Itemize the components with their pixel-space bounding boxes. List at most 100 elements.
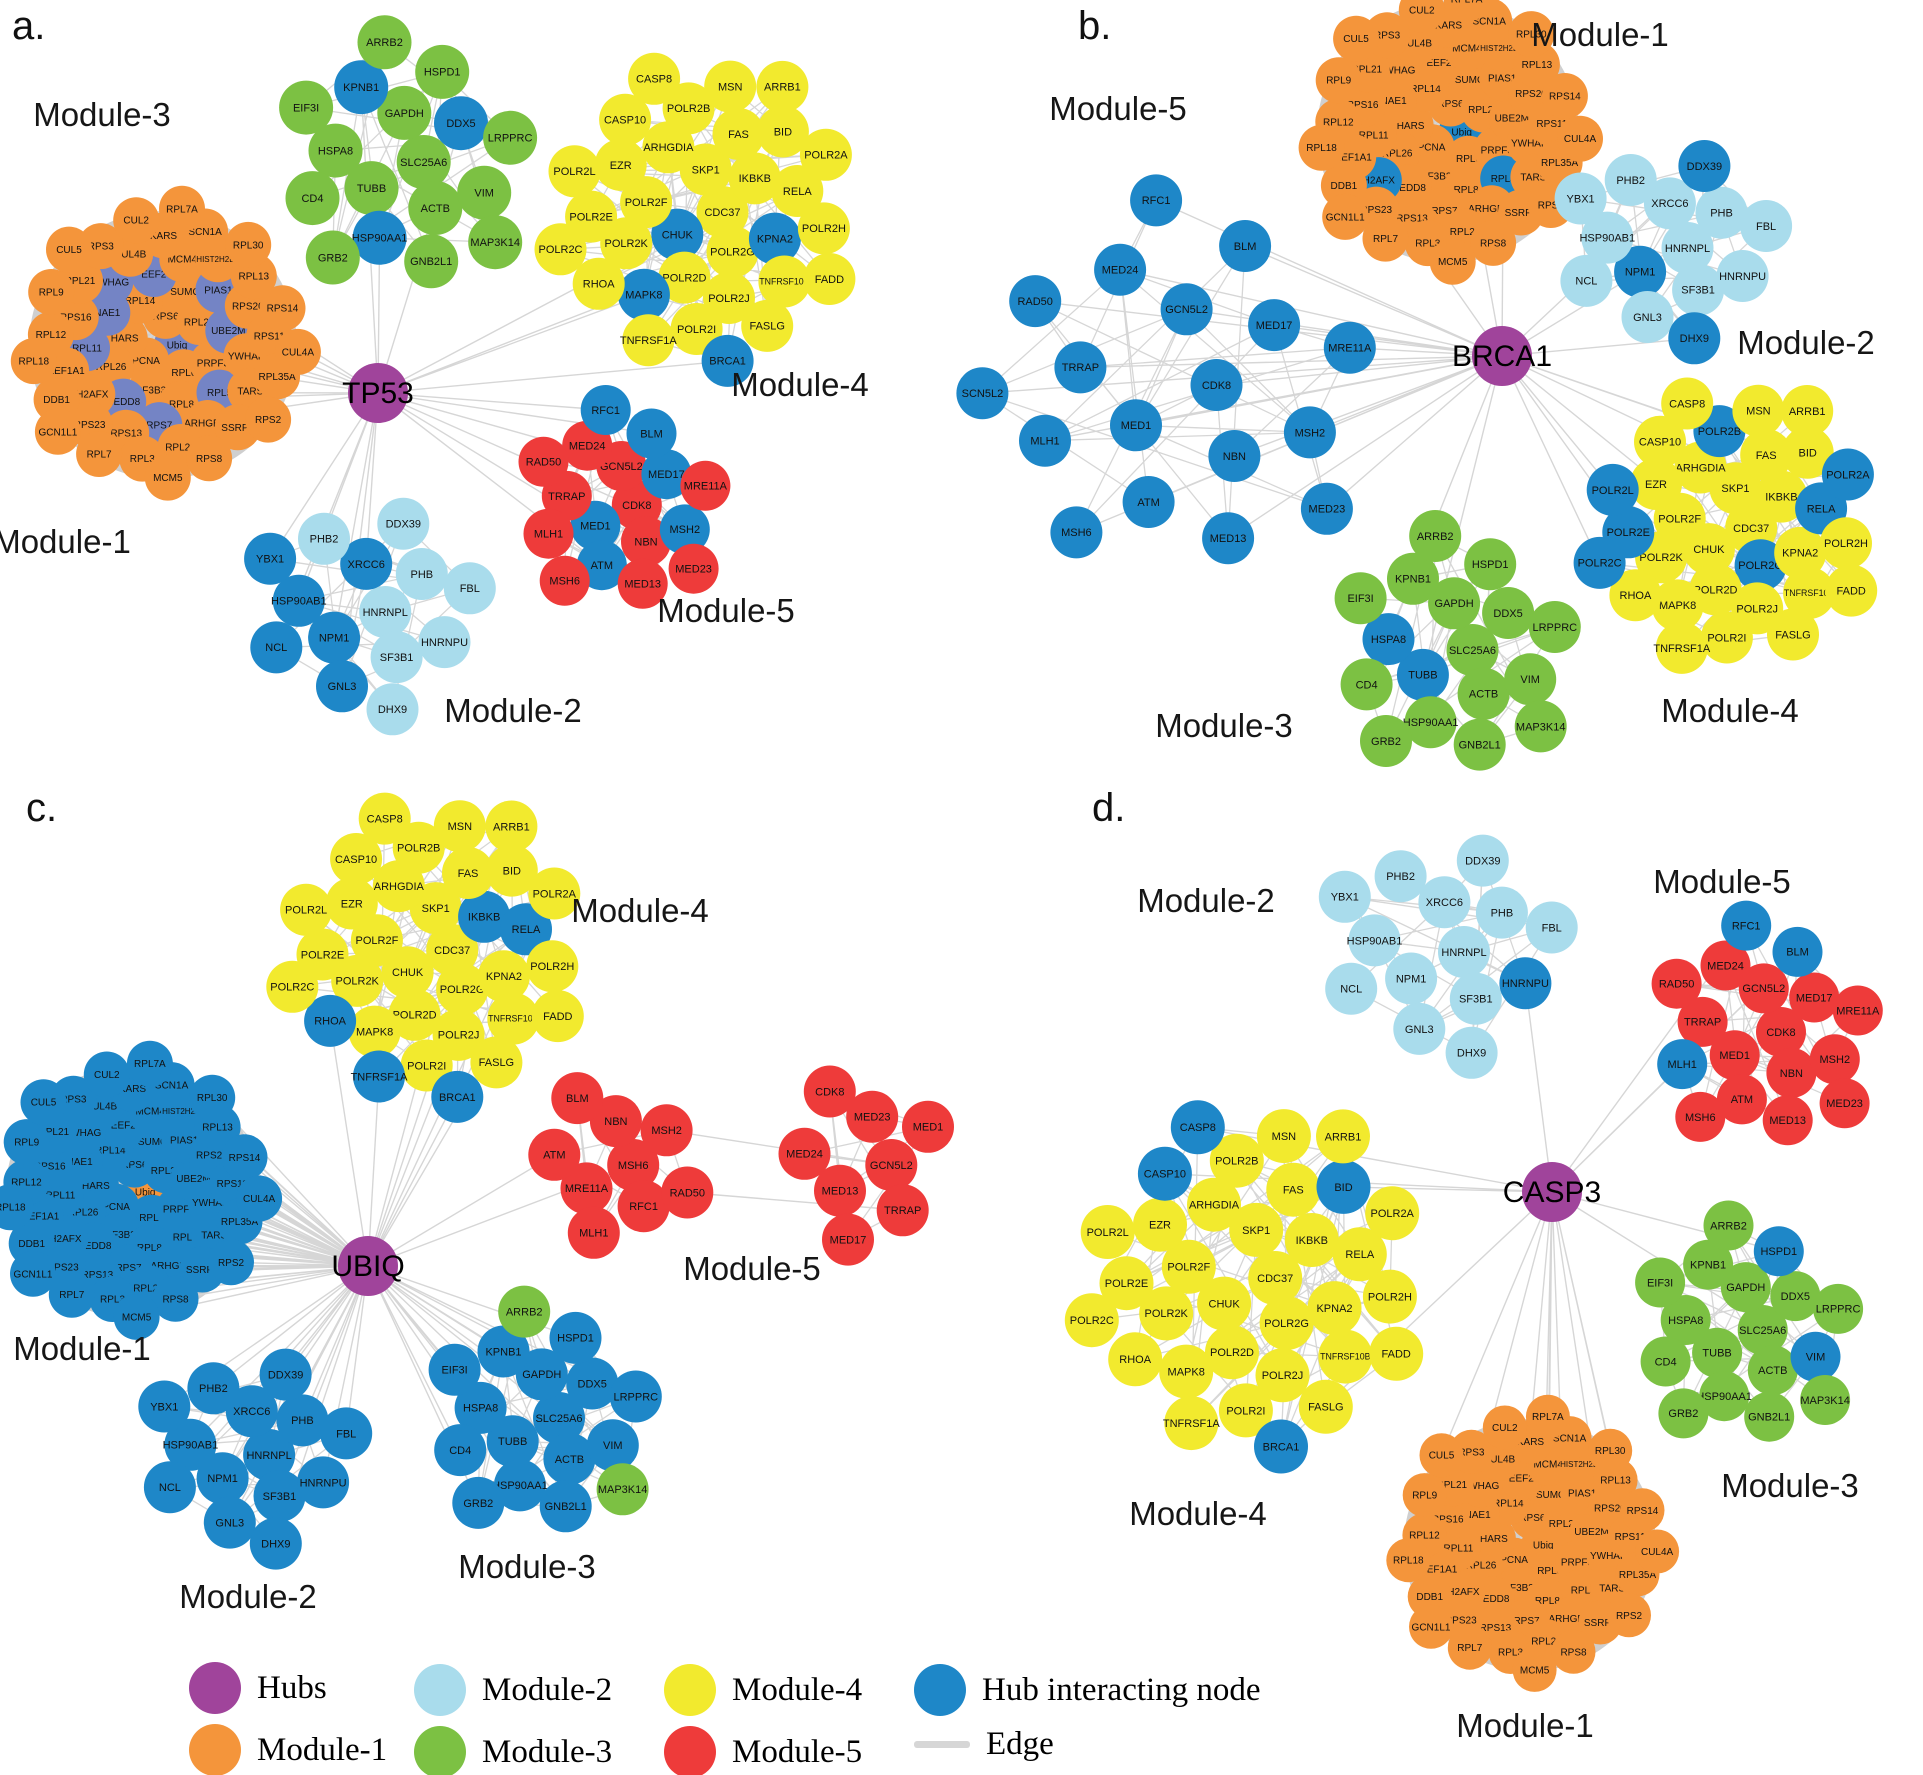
node-RPL9: RPL9	[3, 1119, 50, 1166]
svg-text:CUL2: CUL2	[94, 1070, 120, 1081]
svg-text:RPL8: RPL8	[1454, 185, 1479, 196]
svg-text:RPS8: RPS8	[196, 454, 223, 465]
svg-text:HSP90AA1: HSP90AA1	[492, 1480, 548, 1492]
svg-text:MRE11A: MRE11A	[565, 1183, 609, 1195]
node-KPNB1: KPNB1	[1387, 552, 1439, 605]
svg-text:NPM1: NPM1	[1625, 267, 1656, 279]
svg-text:RPL35A: RPL35A	[258, 372, 296, 383]
node-LRPPRC: LRPPRC	[1528, 601, 1581, 653]
svg-text:HSP90AB1: HSP90AB1	[163, 1440, 219, 1452]
svg-text:RAD50: RAD50	[670, 1187, 705, 1199]
svg-text:GCN1L1: GCN1L1	[14, 1269, 53, 1280]
node-SF3B1: SF3B1	[1449, 972, 1502, 1025]
node-KPNB1: KPNB1	[1683, 1239, 1734, 1290]
node-SF3B1: SF3B1	[253, 1470, 306, 1522]
node-PHB2: PHB2	[1604, 154, 1657, 206]
svg-text:RPS13: RPS13	[82, 1270, 114, 1281]
svg-text:TARS: TARS	[1520, 172, 1546, 183]
node-POLR2B: POLR2B	[662, 82, 715, 135]
svg-text:ARRB2: ARRB2	[366, 37, 403, 49]
svg-text:CHUK: CHUK	[1209, 1298, 1241, 1310]
node-MSH2: MSH2	[1283, 406, 1336, 459]
node-DDX39: DDX39	[259, 1348, 312, 1401]
svg-text:EEF2: EEF2	[1509, 1474, 1534, 1485]
svg-text:MAPK8: MAPK8	[1659, 600, 1696, 612]
node-TUBB: TUBB	[486, 1415, 539, 1468]
svg-text:RPL5: RPL5	[1491, 174, 1516, 185]
svg-text:MLH1: MLH1	[579, 1228, 608, 1240]
svg-text:CDC37: CDC37	[1733, 523, 1769, 535]
svg-text:RPS6: RPS6	[1437, 99, 1464, 110]
svg-text:HSP90AB1: HSP90AB1	[1347, 935, 1403, 947]
svg-text:NEDD8: NEDD8	[78, 1241, 112, 1252]
node-GNB2L1: GNB2L1	[1453, 718, 1506, 771]
svg-text:RHOA: RHOA	[583, 279, 615, 291]
svg-text:ARHGDIA: ARHGDIA	[1676, 462, 1727, 474]
node-MED24: MED24	[1094, 243, 1147, 296]
svg-text:RHOA: RHOA	[1620, 590, 1652, 602]
node-PHB: PHB	[276, 1394, 329, 1447]
node-POLR2L: POLR2L	[1080, 1205, 1135, 1259]
node-CASP10: CASP10	[330, 833, 383, 885]
node-MED1: MED1	[1709, 1030, 1760, 1081]
svg-text:GNB2L1: GNB2L1	[545, 1501, 587, 1513]
svg-text:RPL7A: RPL7A	[166, 204, 198, 215]
svg-text:CHUK: CHUK	[1693, 544, 1725, 556]
node-RPL18: RPL18	[0, 1184, 34, 1231]
svg-text:KPNB1: KPNB1	[343, 82, 379, 94]
svg-text:KPNA2: KPNA2	[1782, 548, 1818, 560]
svg-text:ARHGDIA: ARHGDIA	[374, 881, 425, 893]
node-BLM: BLM	[1219, 220, 1272, 272]
hub-CASP3: CASP3	[1503, 1162, 1601, 1222]
node-FBL: FBL	[320, 1407, 373, 1460]
node-POLR2H: POLR2H	[1362, 1269, 1417, 1324]
node-PHB: PHB	[1695, 186, 1748, 239]
svg-text:RPL9: RPL9	[14, 1138, 39, 1149]
node-MAPK8: MAPK8	[1159, 1344, 1214, 1399]
svg-text:RPL26: RPL26	[96, 362, 127, 373]
svg-text:MSN: MSN	[718, 81, 743, 93]
node-HNRNPL: HNRNPL	[243, 1429, 296, 1481]
svg-text:RPL35A: RPL35A	[221, 1217, 259, 1228]
node-XRCC6: XRCC6	[1418, 876, 1471, 929]
node-HNRNPL: HNRNPL	[1438, 926, 1490, 978]
svg-text:CASP8: CASP8	[1180, 1122, 1216, 1134]
svg-text:HIST2H2BE: HIST2H2BE	[1480, 44, 1524, 53]
svg-text:RPS3: RPS3	[60, 1094, 87, 1105]
svg-text:SUMO3: SUMO3	[1455, 75, 1491, 86]
node-MED17: MED17	[1789, 972, 1840, 1023]
svg-text:UBE2M: UBE2M	[211, 326, 245, 337]
node-FASLG: FASLG	[1298, 1379, 1353, 1434]
node-POLR2D: POLR2D	[658, 251, 711, 304]
svg-text:SF3B3: SF3B3	[105, 1230, 136, 1241]
svg-text:MED23: MED23	[675, 564, 712, 576]
svg-text:TNFRSF10B: TNFRSF10B	[488, 1014, 538, 1024]
node-RPL18: RPL18	[1386, 1538, 1431, 1583]
svg-text:RPL14: RPL14	[95, 1146, 126, 1157]
node-EZR: EZR	[325, 877, 378, 930]
legend-label: Module-4	[732, 1671, 863, 1708]
svg-text:HSP90AA1: HSP90AA1	[352, 233, 408, 245]
svg-text:RPL8: RPL8	[169, 399, 194, 410]
svg-text:EEF2: EEF2	[111, 1121, 136, 1132]
svg-text:RPS20: RPS20	[1515, 89, 1547, 100]
node-MED17: MED17	[641, 449, 692, 500]
panel-c: CDC37 CHUK SKP1 POLR2G POLR2F IKBKB POLR2D ARHG…	[0, 792, 954, 1615]
svg-text:PCNA: PCNA	[1418, 143, 1446, 154]
svg-text:YWHAG: YWHAG	[91, 277, 129, 288]
svg-text:MSH6: MSH6	[1061, 527, 1092, 539]
svg-text:ARHGEF4: ARHGEF4	[150, 1261, 198, 1272]
svg-text:RPL12: RPL12	[1409, 1531, 1440, 1542]
svg-text:CUL5: CUL5	[31, 1098, 57, 1109]
svg-text:HSP90AB1: HSP90AB1	[1579, 233, 1635, 245]
module-3-swatch	[414, 1726, 466, 1775]
svg-text:FBL: FBL	[1542, 922, 1562, 934]
node-MAPK8: MAPK8	[617, 268, 670, 321]
node-MSH2: MSH2	[659, 504, 710, 555]
node-TRRAP: TRRAP	[1677, 996, 1728, 1047]
node-DDX5: DDX5	[1770, 1271, 1821, 1322]
node-POLR2E: POLR2E	[1099, 1256, 1154, 1311]
node-BID: BID	[1316, 1159, 1371, 1214]
svg-text:H2AFX: H2AFX	[49, 1234, 82, 1245]
svg-text:NEDD8: NEDD8	[1476, 1594, 1510, 1605]
